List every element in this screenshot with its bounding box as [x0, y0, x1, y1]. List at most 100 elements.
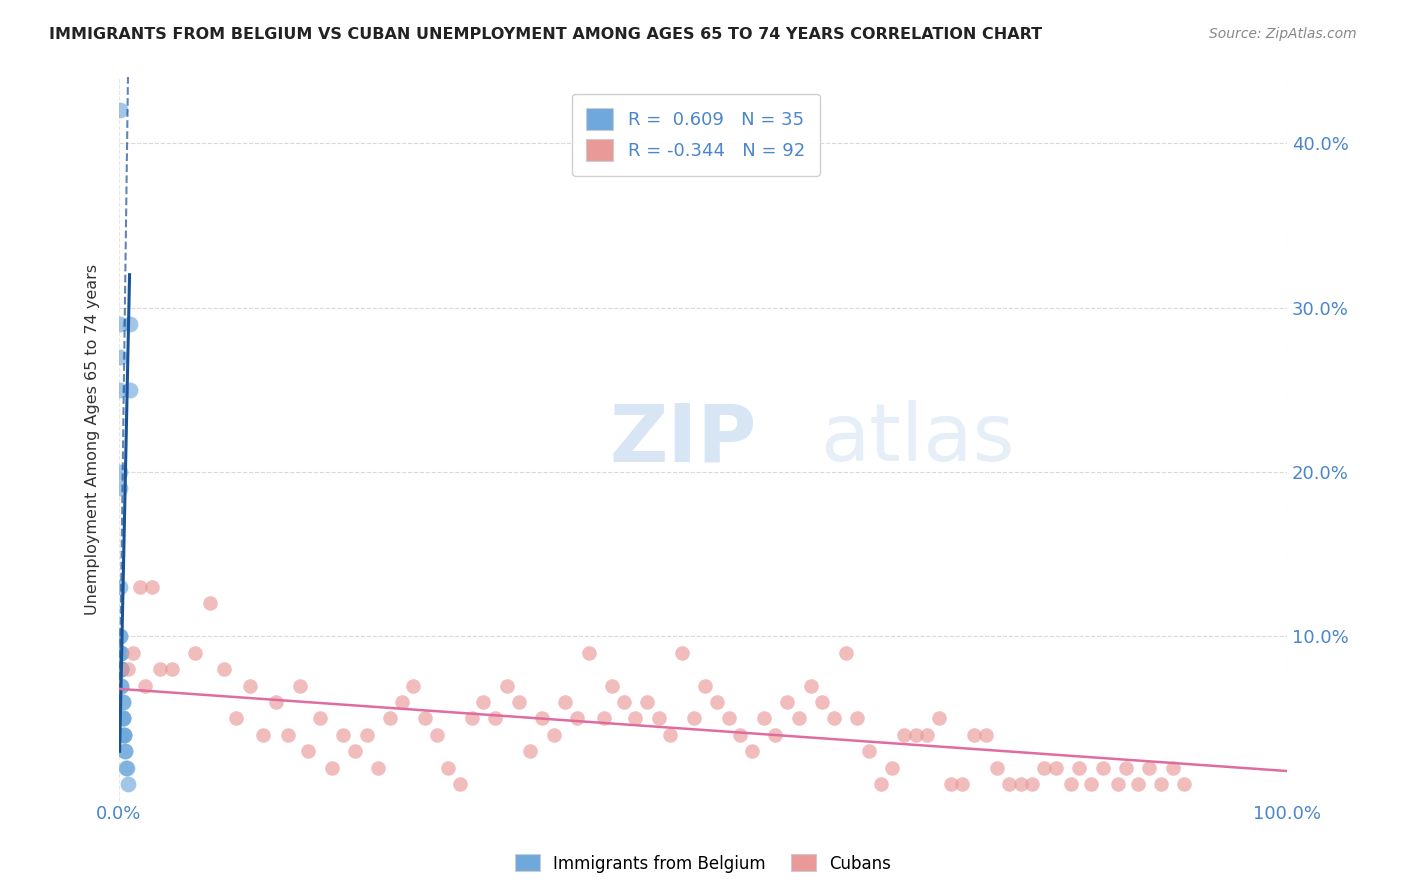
Point [118, 317, 141, 331]
Point [776, 695, 799, 709]
Point [917, 728, 939, 742]
Point [252, 728, 274, 742]
Point [484, 711, 506, 725]
Point [110, 728, 132, 742]
Point [212, 662, 235, 676]
Point [963, 728, 986, 742]
Point [115, 761, 138, 775]
Point [950, 777, 973, 791]
Point [111, 711, 134, 725]
Point [332, 728, 354, 742]
Point [110, 646, 132, 660]
Point [600, 679, 623, 693]
Text: Source: ZipAtlas.com: Source: ZipAtlas.com [1209, 27, 1357, 41]
Point [321, 761, 343, 775]
Point [1091, 761, 1114, 775]
Point [277, 728, 299, 742]
Point [110, 662, 132, 676]
Point [682, 711, 704, 725]
Point [122, 646, 145, 660]
Point [111, 695, 134, 709]
Point [834, 646, 856, 660]
Point [1021, 777, 1043, 791]
Point [998, 777, 1021, 791]
Point [823, 711, 845, 725]
Point [309, 711, 332, 725]
Point [141, 580, 163, 594]
Point [904, 728, 927, 742]
Point [110, 662, 132, 676]
Point [114, 744, 136, 758]
Point [730, 728, 752, 742]
Point [1161, 761, 1184, 775]
Point [225, 711, 247, 725]
Point [765, 728, 787, 742]
Point [1080, 777, 1102, 791]
Point [117, 662, 139, 676]
Point [110, 383, 132, 397]
Point [986, 761, 1008, 775]
Point [1173, 777, 1195, 791]
Point [578, 646, 600, 660]
Point [160, 662, 183, 676]
Point [110, 662, 132, 676]
Point [343, 744, 366, 758]
Point [367, 761, 389, 775]
Point [297, 744, 319, 758]
Legend: Immigrants from Belgium, Cubans: Immigrants from Belgium, Cubans [508, 847, 898, 880]
Point [565, 711, 588, 725]
Point [134, 679, 156, 693]
Point [111, 711, 134, 725]
Point [519, 744, 541, 758]
Point [356, 728, 378, 742]
Point [288, 679, 311, 693]
Point [636, 695, 658, 709]
Point [717, 711, 740, 725]
Point [1069, 761, 1091, 775]
Point [1060, 777, 1083, 791]
Point [858, 744, 880, 758]
Point [110, 662, 132, 676]
Point [752, 711, 775, 725]
Point [1045, 761, 1067, 775]
Point [543, 728, 565, 742]
Point [799, 679, 821, 693]
Point [787, 711, 810, 725]
Point [110, 679, 132, 693]
Point [613, 695, 636, 709]
Point [264, 695, 287, 709]
Point [974, 728, 997, 742]
Point [110, 629, 132, 643]
Text: IMMIGRANTS FROM BELGIUM VS CUBAN UNEMPLOYMENT AMONG AGES 65 TO 74 YEARS CORRELAT: IMMIGRANTS FROM BELGIUM VS CUBAN UNEMPLO… [49, 27, 1042, 42]
Point [402, 679, 425, 693]
Point [110, 662, 132, 676]
Point [110, 481, 132, 495]
Point [149, 662, 172, 676]
Point [198, 596, 221, 610]
Point [530, 711, 553, 725]
Text: atlas: atlas [820, 400, 1014, 478]
Point [939, 777, 962, 791]
Point [449, 777, 471, 791]
Point [671, 646, 693, 660]
Point [472, 695, 495, 709]
Point [554, 695, 576, 709]
Point [378, 711, 401, 725]
Point [112, 728, 135, 742]
Point [110, 679, 132, 693]
Point [110, 350, 132, 364]
Point [110, 646, 132, 660]
Point [741, 744, 763, 758]
Point [846, 711, 869, 725]
Point [1126, 777, 1149, 791]
Point [110, 646, 132, 660]
Point [112, 728, 135, 742]
Point [111, 711, 134, 725]
Point [437, 761, 460, 775]
Point [184, 646, 207, 660]
Text: ZIP: ZIP [610, 400, 756, 478]
Point [110, 103, 132, 118]
Y-axis label: Unemployment Among Ages 65 to 74 years: Unemployment Among Ages 65 to 74 years [86, 263, 100, 615]
Legend: R =  0.609   N = 35, R = -0.344   N = 92: R = 0.609 N = 35, R = -0.344 N = 92 [572, 94, 820, 176]
Point [893, 728, 915, 742]
